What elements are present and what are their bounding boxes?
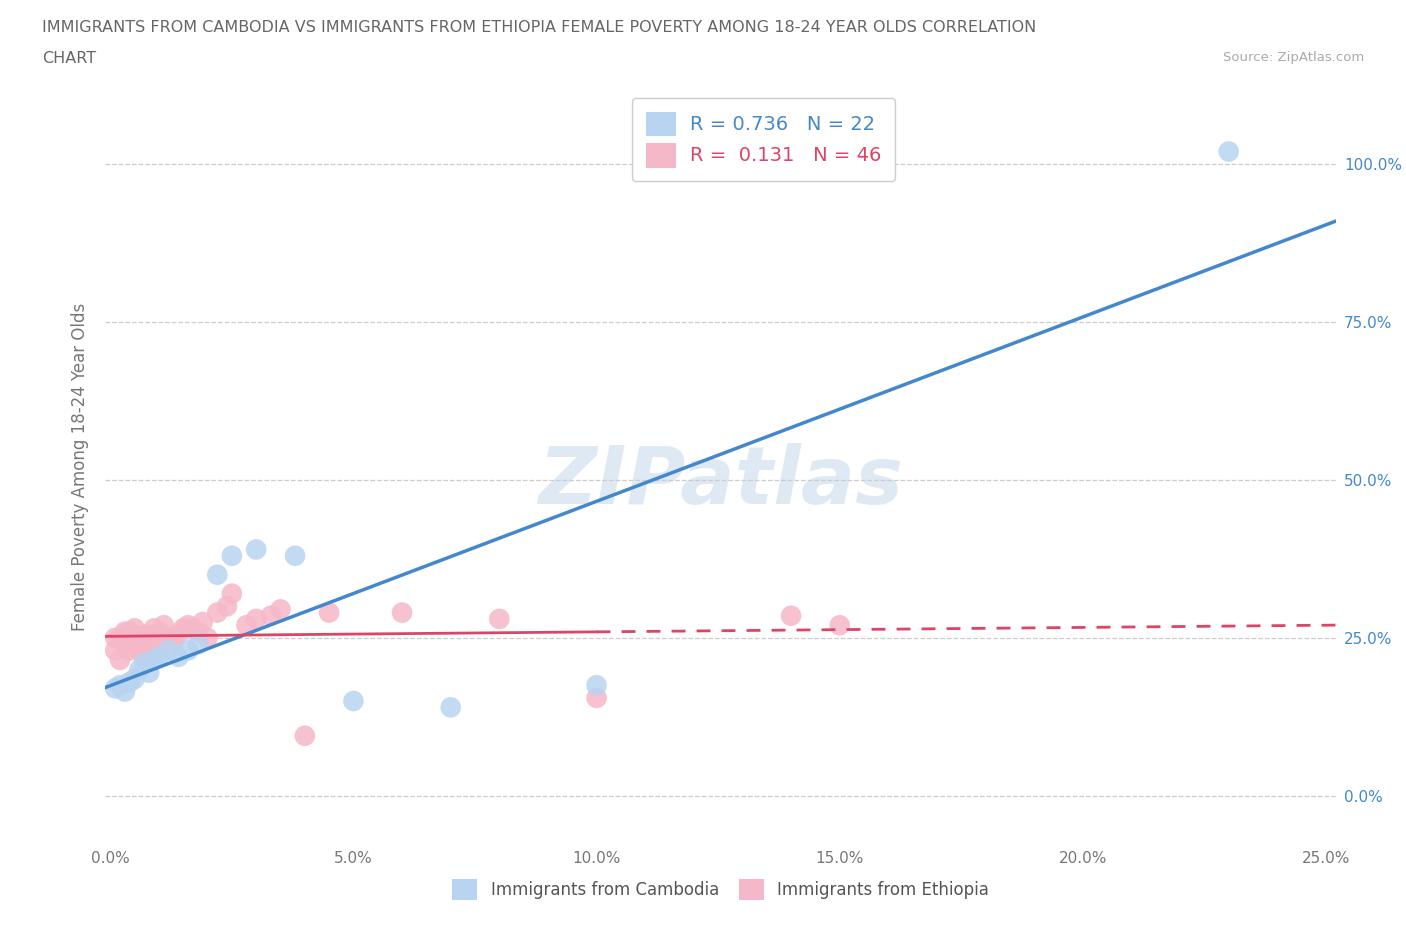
Point bbox=[284, 549, 307, 564]
Point bbox=[215, 599, 238, 614]
Point bbox=[342, 694, 364, 709]
Point bbox=[128, 631, 150, 645]
Point bbox=[157, 643, 180, 658]
Point bbox=[104, 631, 127, 645]
Point bbox=[114, 684, 136, 699]
Point bbox=[221, 549, 243, 564]
Point bbox=[108, 653, 131, 668]
Point bbox=[143, 653, 166, 668]
Point bbox=[148, 649, 170, 664]
Point bbox=[167, 649, 190, 664]
Legend: Immigrants from Cambodia, Immigrants from Ethiopia: Immigrants from Cambodia, Immigrants fro… bbox=[446, 872, 995, 906]
Point bbox=[138, 627, 160, 642]
Point bbox=[118, 674, 141, 689]
Point bbox=[114, 627, 136, 642]
Point bbox=[294, 728, 316, 743]
Point bbox=[260, 608, 283, 623]
Point bbox=[162, 633, 184, 648]
Point bbox=[235, 618, 257, 632]
Point bbox=[1218, 144, 1240, 159]
Point bbox=[124, 621, 146, 636]
Point bbox=[245, 612, 267, 627]
Point bbox=[440, 700, 463, 715]
Y-axis label: Female Poverty Among 18-24 Year Olds: Female Poverty Among 18-24 Year Olds bbox=[72, 303, 90, 631]
Point bbox=[207, 605, 229, 620]
Point bbox=[134, 643, 156, 658]
Point bbox=[134, 627, 156, 642]
Text: CHART: CHART bbox=[42, 51, 96, 66]
Point bbox=[118, 643, 141, 658]
Point bbox=[128, 662, 150, 677]
Point bbox=[187, 637, 209, 652]
Point bbox=[488, 612, 510, 627]
Point bbox=[138, 665, 160, 680]
Point bbox=[104, 681, 127, 696]
Point bbox=[104, 643, 127, 658]
Point bbox=[780, 608, 803, 623]
Point bbox=[207, 567, 229, 582]
Point bbox=[157, 631, 180, 645]
Text: Source: ZipAtlas.com: Source: ZipAtlas.com bbox=[1223, 51, 1364, 64]
Point bbox=[124, 671, 146, 686]
Text: ZIPatlas: ZIPatlas bbox=[538, 444, 903, 522]
Point bbox=[138, 649, 160, 664]
Point bbox=[167, 627, 190, 642]
Point bbox=[148, 640, 170, 655]
Point bbox=[108, 678, 131, 693]
Point bbox=[153, 618, 176, 632]
Point bbox=[108, 631, 131, 645]
Point bbox=[197, 631, 219, 645]
Point bbox=[143, 640, 166, 655]
Point bbox=[221, 586, 243, 601]
Point bbox=[143, 621, 166, 636]
Point bbox=[124, 637, 146, 652]
Point bbox=[181, 621, 204, 636]
Point bbox=[148, 624, 170, 639]
Point bbox=[128, 643, 150, 658]
Point bbox=[187, 624, 209, 639]
Point bbox=[585, 678, 607, 693]
Point bbox=[828, 618, 851, 632]
Point bbox=[114, 624, 136, 639]
Text: IMMIGRANTS FROM CAMBODIA VS IMMIGRANTS FROM ETHIOPIA FEMALE POVERTY AMONG 18-24 : IMMIGRANTS FROM CAMBODIA VS IMMIGRANTS F… bbox=[42, 20, 1036, 35]
Point bbox=[124, 631, 146, 645]
Point bbox=[318, 605, 340, 620]
Point bbox=[245, 542, 267, 557]
Point bbox=[172, 621, 194, 636]
Point bbox=[391, 605, 413, 620]
Point bbox=[177, 618, 200, 632]
Point bbox=[134, 656, 156, 671]
Point bbox=[191, 615, 214, 630]
Point bbox=[177, 643, 200, 658]
Point bbox=[585, 690, 607, 705]
Point bbox=[114, 637, 136, 652]
Point bbox=[270, 602, 292, 617]
Point bbox=[118, 624, 141, 639]
